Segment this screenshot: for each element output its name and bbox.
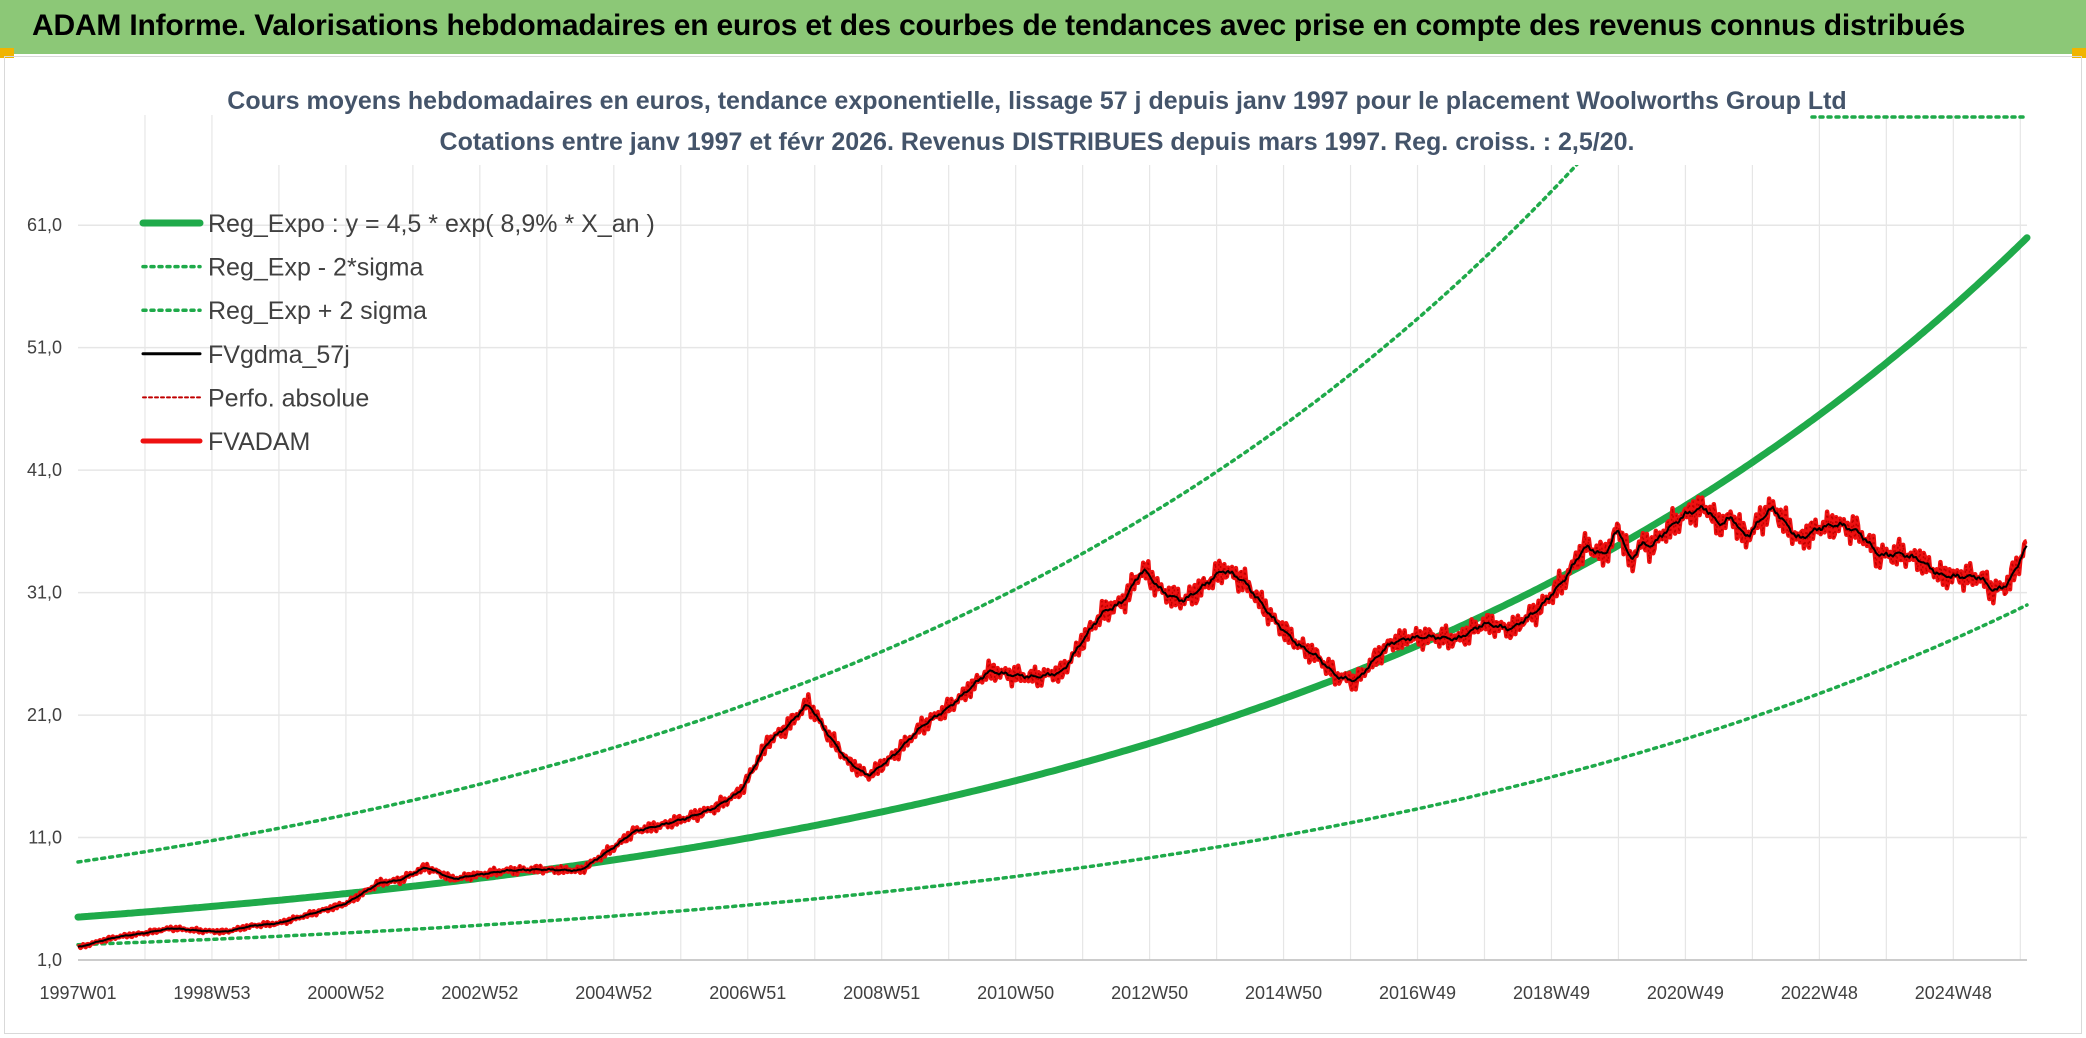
legend-label-perfo: Perfo. absolue (208, 384, 369, 412)
page-title: ADAM Informe. Valorisations hebdomadaire… (32, 9, 1966, 42)
grid-lines (78, 115, 2027, 961)
legend-label-smooth: FVgdma_57j (208, 341, 350, 369)
y-axis-ticks: 1,0 11,0 21,0 31,0 41,0 51,0 61,0 (27, 215, 62, 970)
x-tick-label: 2020W49 (1647, 983, 1724, 1003)
fvadam-line (76, 495, 2028, 951)
x-tick-label: 1997W01 (39, 983, 116, 1003)
legend: Reg_Expo : y = 4,5 * exp( 8,9% * X_an ) R… (139, 210, 655, 456)
band-high-line (76, 113, 1624, 864)
x-tick-label: 2000W52 (307, 983, 384, 1003)
y-tick-label: 61,0 (27, 215, 62, 235)
x-tick-label: 2004W52 (575, 983, 652, 1003)
legend-label-band-low: Reg_Exp - 2*sigma (208, 254, 423, 282)
legend-label-main: FVADAM (208, 428, 310, 456)
x-tick-label: 2014W50 (1245, 983, 1322, 1003)
x-tick-label: 2006W51 (709, 983, 786, 1003)
corner-mark-right (2072, 48, 2086, 58)
y-tick-label: 11,0 (28, 828, 62, 848)
chart-frame (4, 56, 2082, 1034)
series-layer (74, 113, 2031, 951)
x-tick-label: 2022W48 (1781, 983, 1858, 1003)
y-tick-label: 21,0 (27, 705, 62, 725)
x-tick-label: 2012W50 (1111, 983, 1188, 1003)
chart-title: Cours moyens hebdomadaires en euros, ten… (227, 87, 1846, 115)
x-tick-label: 2008W51 (843, 983, 920, 1003)
y-tick-label: 51,0 (27, 338, 62, 358)
x-tick-label: 2016W49 (1379, 983, 1456, 1003)
x-tick-label: 1998W53 (173, 983, 250, 1003)
x-axis-ticks: 1997W01 1998W53 2000W52 2002W52 2004W52 2006W… (39, 983, 1991, 1003)
y-tick-label: 41,0 (27, 460, 62, 480)
x-tick-label: 2002W52 (441, 983, 518, 1003)
legend-label-trend: Reg_Expo : y = 4,5 * exp( 8,9% * X_an ) (208, 210, 655, 238)
perfo-line (77, 497, 2027, 950)
corner-mark-left (0, 48, 14, 58)
y-tick-label: 1,0 (37, 950, 62, 970)
trend-line (74, 234, 2031, 921)
y-tick-label: 31,0 (27, 583, 62, 603)
header-banner: ADAM Informe. Valorisations hebdomadaire… (0, 0, 2086, 54)
chart-subtitle: Cotations entre janv 1997 et févr 2026. … (440, 128, 1635, 156)
title-background (268, 80, 1808, 165)
fvgdma-line (77, 505, 2028, 948)
x-tick-label: 2010W50 (977, 983, 1054, 1003)
band-low-line (76, 603, 2029, 947)
x-tick-label: 2018W49 (1513, 983, 1590, 1003)
legend-label-band-high: Reg_Exp + 2 sigma (208, 297, 427, 325)
x-tick-label: 2024W48 (1915, 983, 1992, 1003)
